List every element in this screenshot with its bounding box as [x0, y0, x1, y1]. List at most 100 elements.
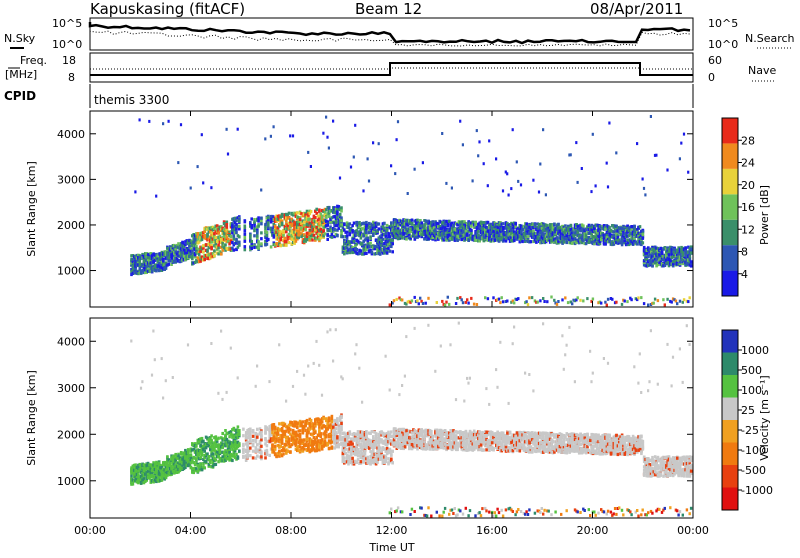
power-cell: [365, 252, 368, 255]
power-cell: [411, 219, 414, 222]
power-cell: [336, 212, 339, 215]
power-cell: [201, 238, 204, 241]
power-cell: [473, 303, 475, 306]
power-cell: [285, 230, 288, 233]
power-cell: [250, 224, 253, 227]
power-cell: [525, 300, 527, 303]
power-cell: [260, 222, 263, 225]
power-cell: [607, 185, 609, 188]
power-cell: [270, 135, 272, 138]
power-cell: [314, 216, 317, 219]
power-cell: [322, 229, 325, 232]
power-cell: [517, 180, 519, 183]
power-cell: [351, 251, 354, 254]
power-cell: [317, 214, 320, 217]
power-cell: [342, 235, 345, 238]
power-cell: [570, 153, 572, 156]
power-cell: [451, 187, 453, 190]
power-cell: [202, 244, 205, 247]
power-cell: [372, 233, 375, 236]
power-cell: [210, 186, 212, 189]
power-cell: [630, 298, 632, 301]
power-cell: [226, 223, 229, 226]
power-colorbar-swatch: [722, 271, 738, 296]
power-cell: [235, 231, 238, 234]
power-cell: [256, 230, 259, 233]
power-cell: [445, 182, 447, 185]
power-cell: [369, 242, 372, 245]
power-cell: [418, 302, 420, 305]
power-cell: [310, 210, 313, 213]
power-cell: [215, 236, 218, 239]
power-cell: [267, 224, 270, 227]
power-cell: [368, 222, 371, 225]
power-cell: [510, 187, 512, 190]
power-cell: [391, 242, 394, 245]
nsky-trace: [90, 22, 690, 43]
power-cell: [487, 221, 490, 224]
power-cell: [425, 302, 427, 305]
power-cell: [466, 234, 469, 237]
power-cell: [407, 192, 409, 195]
power-cell: [273, 236, 276, 239]
power-cell: [233, 234, 236, 237]
velocity-cell: [195, 445, 198, 448]
power-cell: [238, 244, 241, 247]
power-cell: [488, 139, 490, 142]
power-cell: [183, 255, 186, 258]
power-cell: [260, 237, 263, 240]
power-cell: [512, 128, 514, 131]
power-cell: [201, 133, 203, 136]
power-cell: [604, 242, 607, 245]
power-cell: [260, 189, 262, 192]
power-cell: [355, 242, 358, 245]
power-cell: [250, 247, 253, 250]
power-cell: [639, 225, 642, 228]
power-cell: [213, 249, 216, 252]
power-cell: [325, 216, 328, 219]
power-cell: [521, 229, 524, 232]
power-cell: [401, 299, 403, 302]
power-cell: [466, 298, 468, 301]
power-cell: [288, 241, 291, 244]
noise-strip: [90, 18, 693, 50]
power-cell: [600, 302, 602, 305]
velocity-cell: [139, 463, 142, 466]
power-cell: [571, 302, 573, 305]
power-colorbar-tick-label: 28: [741, 134, 755, 147]
power-cell: [378, 227, 381, 230]
power-cell: [508, 194, 510, 197]
power-cell: [288, 233, 291, 236]
power-cell: [592, 133, 594, 136]
power-cell: [318, 208, 321, 211]
power-cell: [550, 296, 552, 299]
power-cell: [557, 300, 559, 303]
power-cell: [220, 252, 223, 255]
power-cell: [202, 250, 205, 253]
power-cell: [340, 206, 343, 209]
power-cell: [668, 253, 671, 256]
power-cell: [683, 298, 685, 301]
power-colorbar-tick-label: 12: [741, 223, 755, 236]
power-cell: [606, 162, 608, 165]
power-cell: [690, 252, 693, 255]
power-cell: [422, 302, 424, 305]
power-cell: [197, 165, 199, 168]
power-cell: [379, 253, 382, 256]
nsky-tick-high: 10^5: [52, 17, 82, 30]
power-cell: [655, 154, 657, 157]
power-cell: [339, 177, 341, 180]
power-cell: [396, 298, 398, 301]
cpid-label: CPID: [4, 89, 36, 103]
power-ylabel: Slant Range [km]: [25, 161, 38, 257]
power-cell: [238, 217, 241, 220]
power-cell: [553, 299, 555, 302]
power-cell: [465, 229, 468, 232]
power-cell: [532, 179, 534, 182]
power-cell: [249, 236, 252, 239]
power-cell: [168, 263, 171, 266]
nsearch-trace: [90, 28, 690, 46]
power-cell: [462, 143, 464, 146]
power-cell: [362, 189, 364, 192]
power-cell: [498, 298, 500, 301]
